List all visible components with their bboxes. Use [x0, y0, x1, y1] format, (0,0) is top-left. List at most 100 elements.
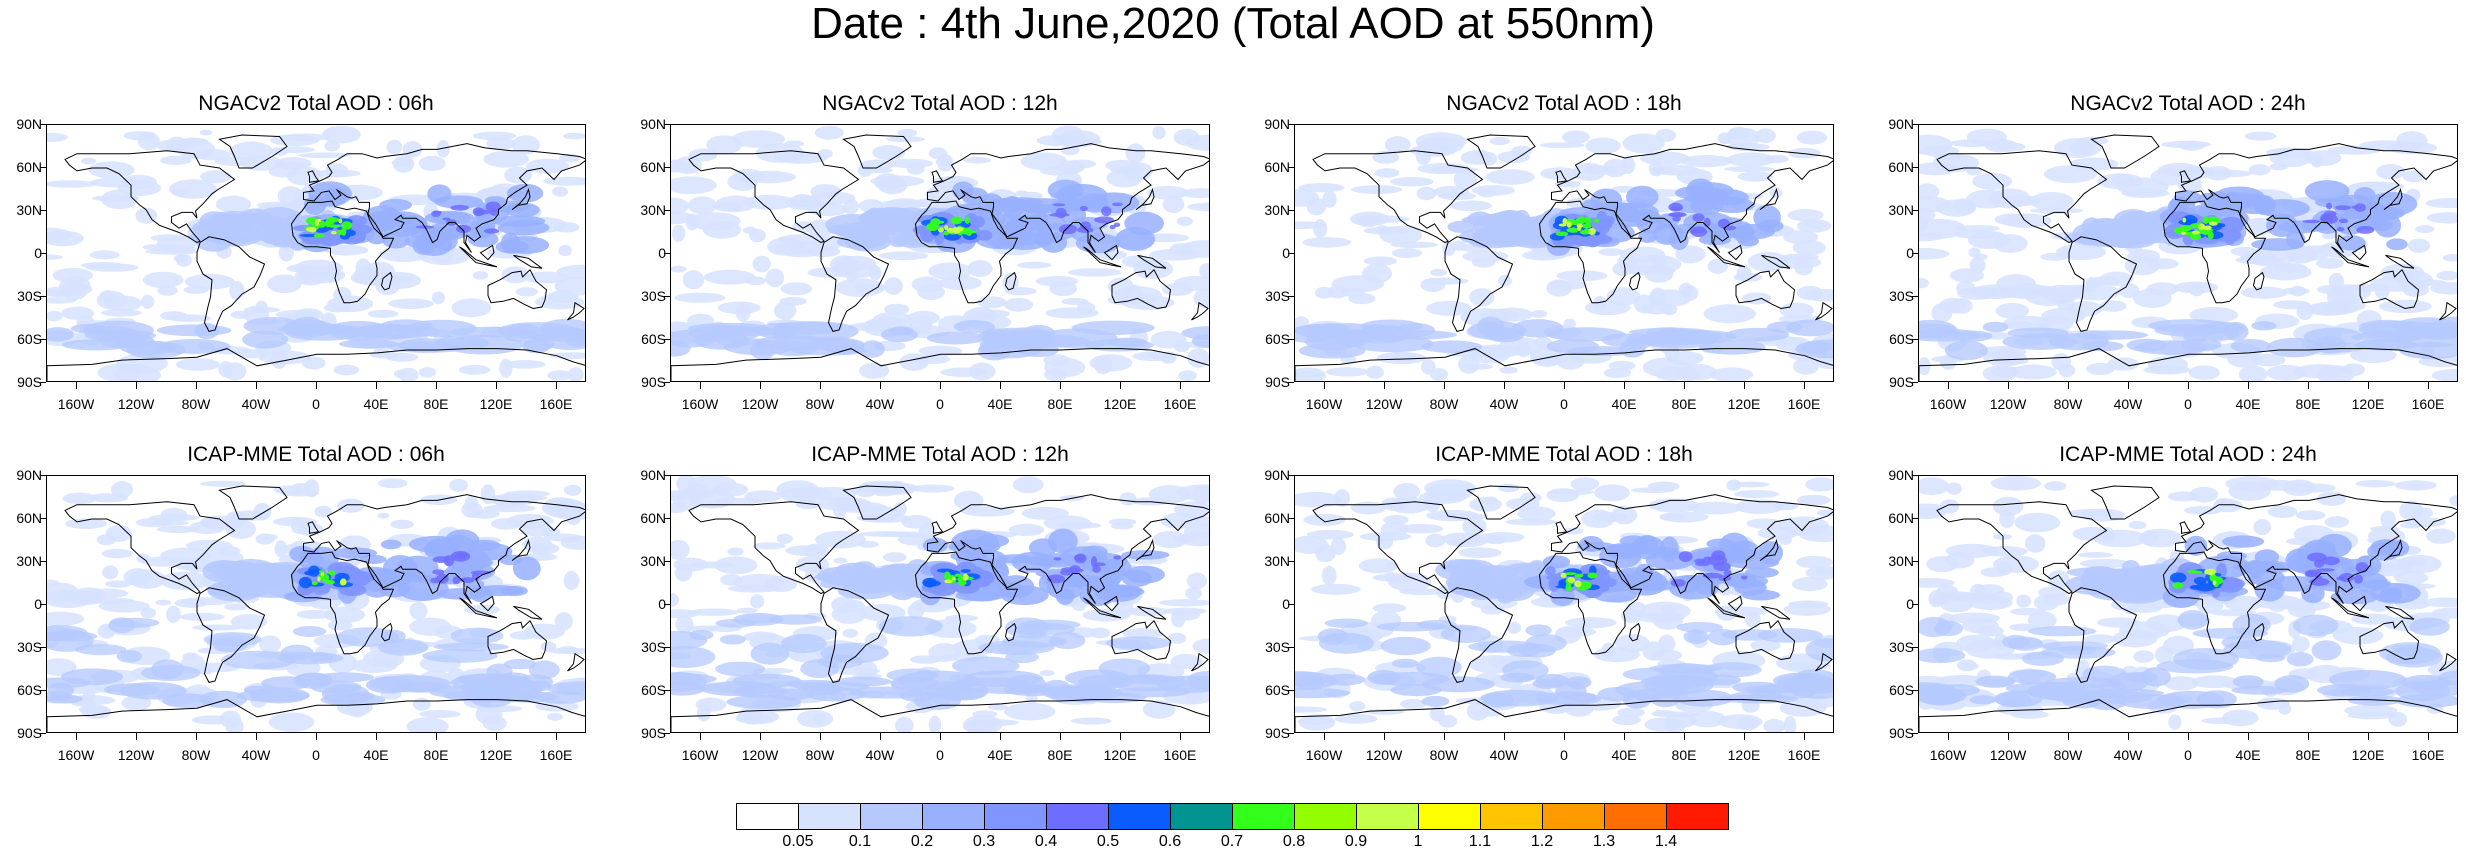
aod-patch-max [1567, 577, 1576, 583]
aod-patch-low [191, 715, 234, 725]
aod-patch-low [1066, 159, 1097, 169]
aod-patch-low [1969, 256, 1986, 274]
aod-patch-low [561, 536, 580, 543]
aod-patch-low [141, 294, 155, 309]
aod-patch-southern-ocean [119, 681, 187, 700]
aod-patch-low [1327, 285, 1349, 299]
aod-patch-low [2442, 253, 2457, 262]
longitude-label: 120W [117, 396, 155, 412]
aod-patch-max [317, 576, 321, 582]
coastline-antarctica [671, 699, 1209, 732]
aod-patch-low [47, 310, 63, 322]
longitude-label: 40W [2113, 747, 2143, 763]
aod-patch-low [1919, 507, 1947, 519]
aod-patch-southern-ocean [1919, 328, 1983, 342]
latitude-tick [664, 339, 670, 340]
longitude-label: 40W [865, 396, 895, 412]
latitude-tick [664, 167, 670, 168]
coastline-south-america [820, 236, 890, 332]
aod-patch-ocean [151, 659, 184, 680]
aod-patch-low [2143, 365, 2191, 375]
aod-patch-mid [1075, 233, 1121, 254]
aod-patch-low [1187, 348, 1209, 368]
aod-patch-southern-ocean [1795, 339, 1833, 359]
aod-patch-low [2006, 320, 2033, 329]
aod-patch-low [2086, 362, 2115, 375]
aod-patch-low [398, 367, 419, 381]
panel-title: ICAP-MME Total AOD : 06h [187, 443, 445, 466]
aod-patch-low [848, 322, 898, 332]
aod-patch-sahara [2217, 216, 2245, 234]
latitude-label: 60S [17, 331, 42, 347]
aod-patch-low [546, 647, 585, 655]
aod-patch-low [827, 497, 872, 512]
aod-patch-low [2010, 710, 2049, 719]
longitude-labels: 160W 120W 80W 40W 0 40E 80E 120E 160E [1294, 747, 1834, 765]
aod-patch-low [1358, 558, 1399, 574]
longitude-label: 40W [241, 747, 271, 763]
aod-patch-ocean [47, 631, 98, 642]
coastline-eurasia [2175, 494, 2457, 604]
latitude-label: 90S [1889, 374, 1914, 390]
colorbar-label: 1.3 [1592, 833, 1616, 850]
aod-patch-mid [2304, 539, 2336, 556]
latitude-tick [1912, 167, 1918, 168]
aod-patch-peak [1574, 573, 1584, 578]
longitude-label: 120W [741, 396, 779, 412]
aod-patch-mid [1732, 221, 1754, 243]
latitude-label: 0 [658, 596, 666, 612]
aod-patch-low [1321, 565, 1337, 586]
aod-patch-southern-ocean [2007, 669, 2057, 685]
coastline-indonesia [1083, 597, 1122, 619]
aod-patch-low [928, 643, 961, 662]
aod-patch-low [1796, 555, 1833, 569]
aod-patch-southern-ocean [2314, 335, 2346, 354]
longitude-label: 120W [1365, 747, 1403, 763]
aod-patch-low [1675, 245, 1706, 264]
aod-patch-low [2128, 520, 2147, 530]
coastline-australia [1111, 268, 1172, 310]
latitude-tick [664, 382, 670, 383]
aod-patch-low [1185, 587, 1202, 600]
coastline-south-america [1444, 587, 1514, 683]
longitude-labels: 160W 120W 80W 40W 0 40E 80E 120E 160E [46, 396, 586, 414]
aod-patch-southern-ocean [2158, 690, 2225, 709]
aod-patch-low [1639, 151, 1690, 166]
aod-patch-low [963, 157, 992, 164]
latitude-tick [1912, 733, 1918, 734]
aod-field [47, 125, 585, 381]
aod-patch-asia [485, 201, 501, 213]
aod-patch-low [1187, 202, 1209, 212]
coastline-greenland [1466, 485, 1536, 520]
aod-patch-southern-ocean [1295, 687, 1351, 699]
longitude-label: 160W [57, 747, 95, 763]
main-title: Date : 4th June,2020 (Total AOD at 550nm… [811, 0, 1655, 48]
aod-patch-mid [994, 197, 1044, 206]
aod-patch-mid [427, 184, 452, 204]
latitude-tick [1288, 604, 1294, 605]
aod-patch-low [1935, 674, 1988, 687]
aod-patch-sahara [348, 235, 366, 244]
aod-patch-low [243, 306, 281, 313]
aod-patch-asia [483, 228, 500, 234]
longitude-label: 160W [1305, 396, 1343, 412]
aod-patch-low [749, 594, 765, 609]
aod-patch-low [2248, 164, 2271, 176]
aod-patch-low [1146, 185, 1189, 200]
aod-patch-ocean [503, 658, 537, 670]
aod-patch-low [1160, 512, 1199, 529]
aod-field [47, 478, 585, 732]
colorbar-swatch [1356, 803, 1419, 830]
coastline-uk [307, 170, 320, 183]
aod-patch-asia [2334, 205, 2352, 211]
latitude-tick [40, 339, 46, 340]
latitude-label: 60S [1889, 682, 1914, 698]
aod-patch-low [2273, 263, 2308, 273]
aod-patch-low [1186, 572, 1208, 590]
aod-patch-low [1726, 479, 1742, 492]
longitude-tick [1060, 733, 1061, 740]
aod-patch-low [1178, 370, 1197, 381]
aod-patch-max [314, 219, 320, 227]
aod-patch-southern-ocean [1698, 339, 1766, 355]
aod-patch-low [271, 350, 288, 369]
